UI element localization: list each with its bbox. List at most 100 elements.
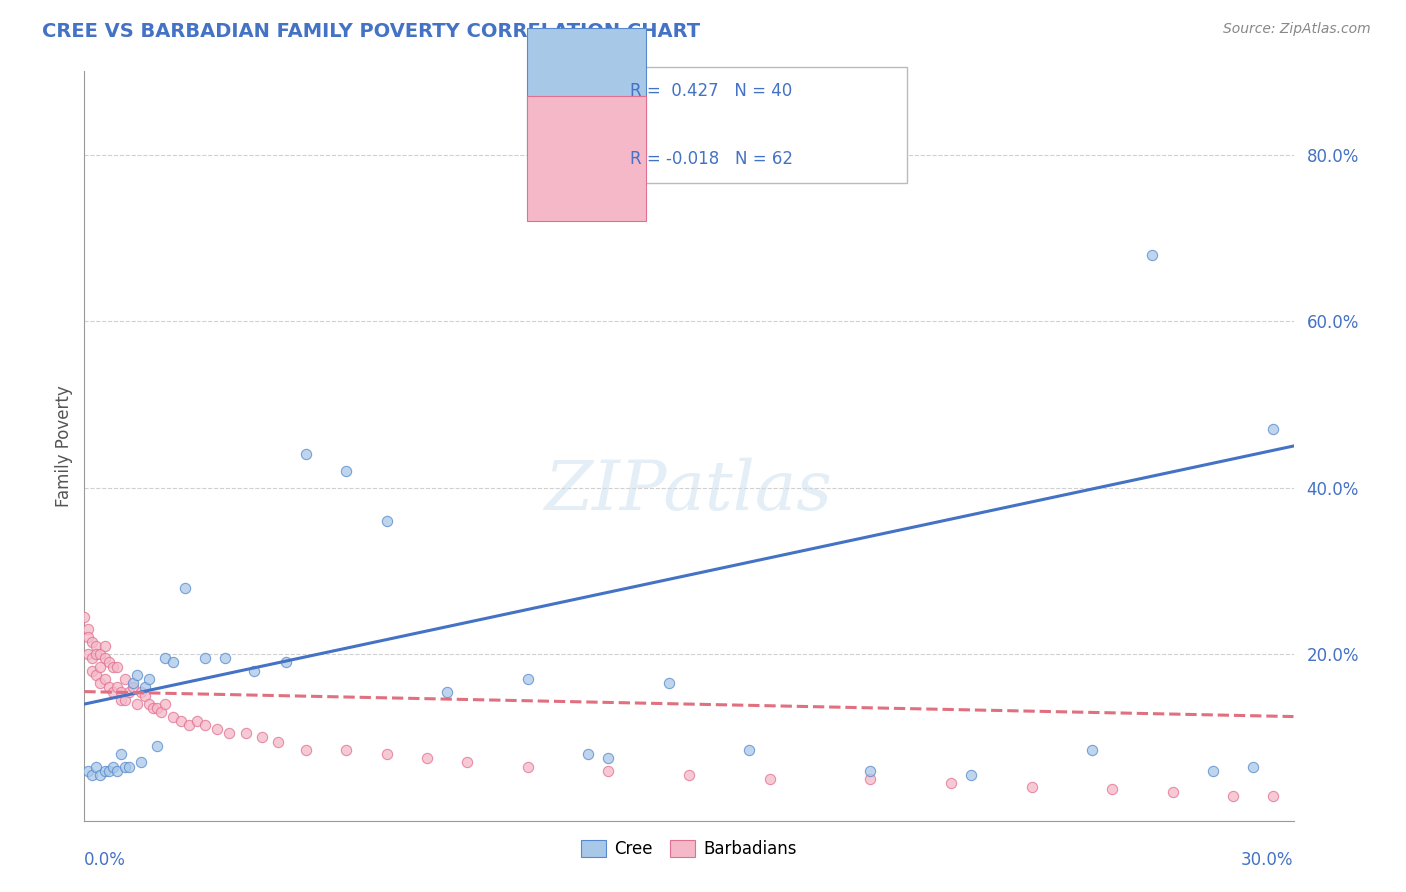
Point [82, 664, 104, 678]
Point [939, 776, 962, 790]
Point [207, 722, 229, 736]
Point [77, 622, 100, 636]
Point [960, 768, 983, 782]
Point [105, 764, 128, 778]
Point [186, 714, 208, 728]
Point [125, 697, 148, 711]
Point [101, 659, 124, 673]
Text: R =  0.427   N = 40: R = 0.427 N = 40 [630, 82, 792, 100]
Point [162, 656, 184, 670]
Point [1081, 743, 1104, 757]
Point [859, 772, 882, 786]
Point [89, 659, 111, 673]
Point [93, 651, 115, 665]
Point [93, 672, 115, 686]
Point [110, 693, 132, 707]
Point [1241, 759, 1264, 773]
Point [134, 681, 156, 695]
Y-axis label: Family Poverty: Family Poverty [55, 385, 73, 507]
Legend: Cree, Barbadians: Cree, Barbadians [575, 833, 803, 864]
Text: 30.0%: 30.0% [1241, 851, 1294, 869]
Point [73, 609, 96, 624]
Point [153, 697, 176, 711]
Point [138, 672, 160, 686]
Point [179, 718, 201, 732]
Point [235, 726, 257, 740]
Point [77, 764, 100, 778]
Point [859, 764, 882, 778]
Point [250, 731, 273, 745]
Point [89, 647, 111, 661]
Point [121, 676, 143, 690]
Point [101, 684, 124, 698]
Point [416, 751, 439, 765]
Point [658, 676, 681, 690]
Point [138, 697, 160, 711]
Point [214, 651, 236, 665]
Point [194, 651, 217, 665]
Text: CREE VS BARBADIAN FAMILY POVERTY CORRELATION CHART: CREE VS BARBADIAN FAMILY POVERTY CORRELA… [42, 22, 700, 41]
Point [89, 768, 111, 782]
Point [1142, 247, 1164, 261]
Point [146, 739, 169, 753]
Point [218, 726, 240, 740]
Point [738, 743, 761, 757]
Point [598, 764, 620, 778]
Point [86, 668, 108, 682]
Point [125, 668, 148, 682]
Point [194, 718, 217, 732]
Point [134, 689, 156, 703]
Point [149, 706, 172, 720]
Point [598, 751, 620, 765]
Point [82, 634, 104, 648]
Point [97, 656, 120, 670]
Point [267, 734, 290, 748]
Point [1263, 789, 1285, 803]
Point [174, 581, 197, 595]
Point [170, 714, 193, 728]
Point [335, 743, 357, 757]
Point [162, 709, 184, 723]
Text: Source: ZipAtlas.com: Source: ZipAtlas.com [1223, 22, 1371, 37]
Point [93, 764, 115, 778]
Text: R = -0.018   N = 62: R = -0.018 N = 62 [630, 150, 793, 168]
Point [86, 647, 108, 661]
Point [1222, 789, 1244, 803]
Point [142, 701, 165, 715]
Point [77, 647, 100, 661]
Point [295, 743, 318, 757]
Point [375, 514, 398, 528]
Point [1202, 764, 1225, 778]
Point [105, 681, 128, 695]
Point [129, 684, 152, 698]
Point [1021, 780, 1043, 795]
Point [295, 447, 318, 461]
Point [97, 764, 120, 778]
Point [110, 747, 132, 761]
Point [274, 656, 297, 670]
Point [436, 684, 458, 698]
Point [86, 759, 108, 773]
Point [118, 684, 141, 698]
Point [118, 759, 141, 773]
Point [335, 464, 357, 478]
Text: 0.0%: 0.0% [84, 851, 127, 869]
Point [121, 681, 143, 695]
Point [153, 651, 176, 665]
Point [101, 759, 124, 773]
Point [1263, 422, 1285, 436]
Point [1101, 782, 1123, 797]
Point [89, 676, 111, 690]
Point [97, 681, 120, 695]
Point [105, 659, 128, 673]
Point [516, 759, 538, 773]
Point [114, 672, 136, 686]
Point [1161, 784, 1184, 798]
Point [678, 768, 700, 782]
Point [375, 747, 398, 761]
Point [242, 664, 264, 678]
Point [129, 756, 152, 770]
Point [516, 672, 538, 686]
Point [114, 759, 136, 773]
Point [146, 701, 169, 715]
